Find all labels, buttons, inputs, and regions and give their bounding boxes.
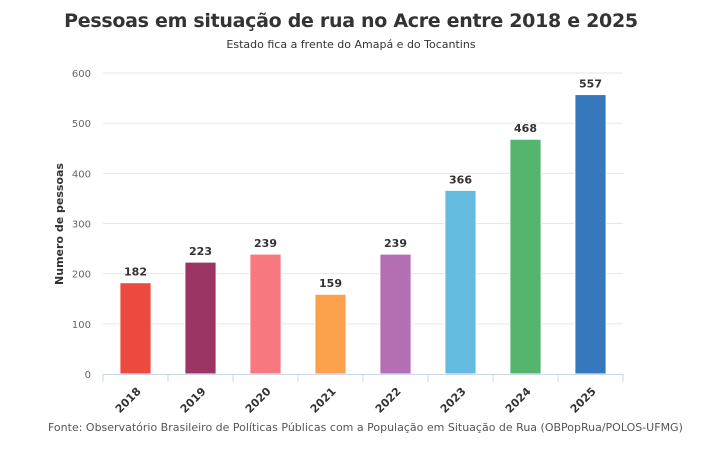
data-label-2024: 468	[514, 122, 537, 135]
x-axis: 2018 2019 2020 2021 2022 2023 2024 2025	[102, 374, 624, 416]
source-note: Fonte: Observatório Brasileiro de Políti…	[48, 421, 683, 434]
data-label-2018: 182	[124, 266, 147, 279]
gridlines	[103, 72, 623, 325]
x-tick-label: 2021	[308, 385, 339, 416]
x-tick-label: 2022	[373, 385, 404, 416]
x-tick-label: 2019	[178, 385, 209, 416]
x-tick-label: 2020	[243, 385, 274, 416]
y-axis-ticks: 0 100 200 300 400 500 600	[72, 69, 91, 381]
bar-2018[interactable]	[119, 282, 152, 375]
bar-2025[interactable]	[574, 94, 607, 375]
data-label-2025: 557	[579, 78, 602, 91]
x-tick-label: 2023	[438, 385, 469, 416]
bar-2022[interactable]	[379, 253, 412, 375]
bar-2021[interactable]	[314, 293, 347, 375]
x-tick-label: 2018	[113, 385, 144, 416]
data-label-2023: 366	[449, 173, 472, 186]
data-label-2021: 159	[319, 277, 342, 290]
y-axis-title: Numero de pessoas	[53, 163, 66, 285]
bar-2024[interactable]	[509, 138, 542, 375]
bar-2023[interactable]	[444, 189, 477, 375]
y-tick-label: 600	[72, 69, 91, 80]
x-tick-label: 2024	[503, 385, 534, 416]
y-tick-label: 0	[85, 370, 91, 381]
data-labels: 182 223 239 159 239 366 468 557	[124, 78, 602, 291]
data-label-2022: 239	[384, 237, 407, 250]
chart-subtitle: Estado fica a frente do Amapá e do Tocan…	[226, 38, 476, 51]
bars	[119, 94, 607, 375]
data-label-2020: 239	[254, 237, 277, 250]
y-tick-label: 400	[72, 169, 91, 180]
y-tick-label: 300	[72, 220, 91, 231]
chart-title: Pessoas em situação de rua no Acre entre…	[64, 10, 638, 32]
bar-2020[interactable]	[249, 253, 282, 375]
bar-2019[interactable]	[184, 261, 217, 375]
y-tick-label: 200	[72, 270, 91, 281]
x-tick-label: 2025	[568, 385, 599, 416]
y-tick-label: 500	[72, 119, 91, 130]
y-tick-label: 100	[72, 320, 91, 331]
data-label-2019: 223	[189, 245, 212, 258]
